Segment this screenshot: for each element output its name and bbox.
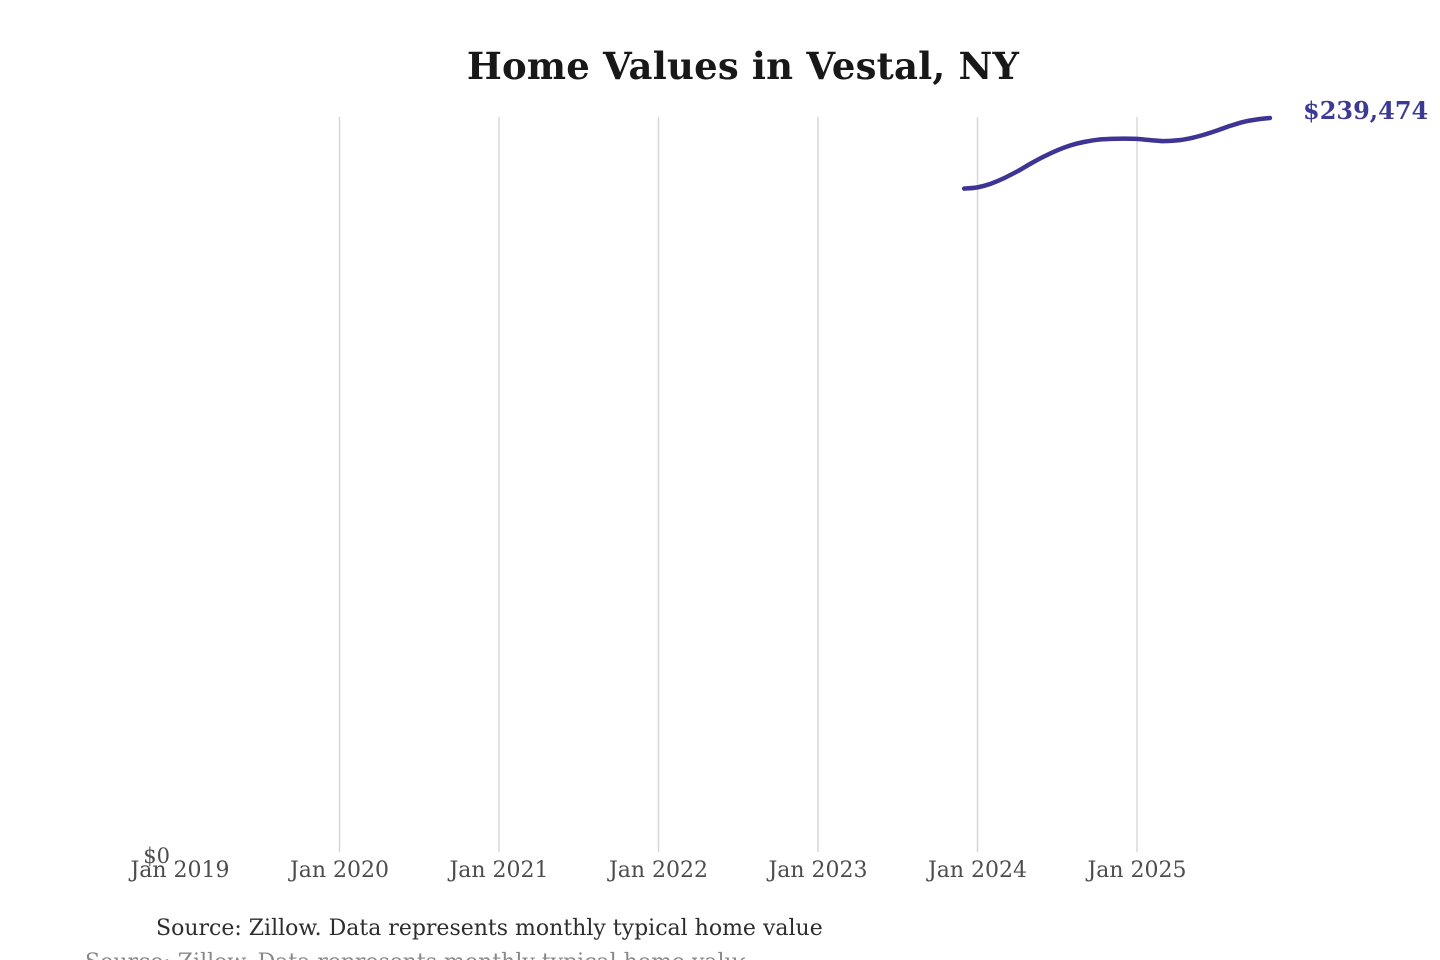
x-tick-label: Jan 2025 bbox=[1087, 858, 1187, 883]
x-tick-label: Jan 2019 bbox=[130, 858, 230, 883]
chart-title: Home Values in Vestal, NY bbox=[466, 44, 1020, 88]
x-tick-label: Jan 2022 bbox=[608, 858, 709, 883]
x-tick-label: Jan 2021 bbox=[449, 858, 549, 883]
x-tick-label: Jan 2024 bbox=[927, 858, 1028, 883]
gridlines-group bbox=[338, 117, 1138, 852]
y-axis-zero-label: $0 bbox=[143, 844, 170, 868]
x-tick-label: Jan 2020 bbox=[289, 858, 390, 883]
cutoff-text-row: Source: Zillow. Data represents monthly … bbox=[85, 950, 745, 960]
cutoff-text: Source: Zillow. Data represents monthly … bbox=[85, 950, 745, 960]
source-note: Source: Zillow. Data represents monthly … bbox=[156, 916, 823, 941]
home-value-line bbox=[961, 115, 1273, 191]
latest-value-label: $239,474 bbox=[1303, 96, 1429, 125]
x-tick-label: Jan 2023 bbox=[768, 858, 868, 883]
